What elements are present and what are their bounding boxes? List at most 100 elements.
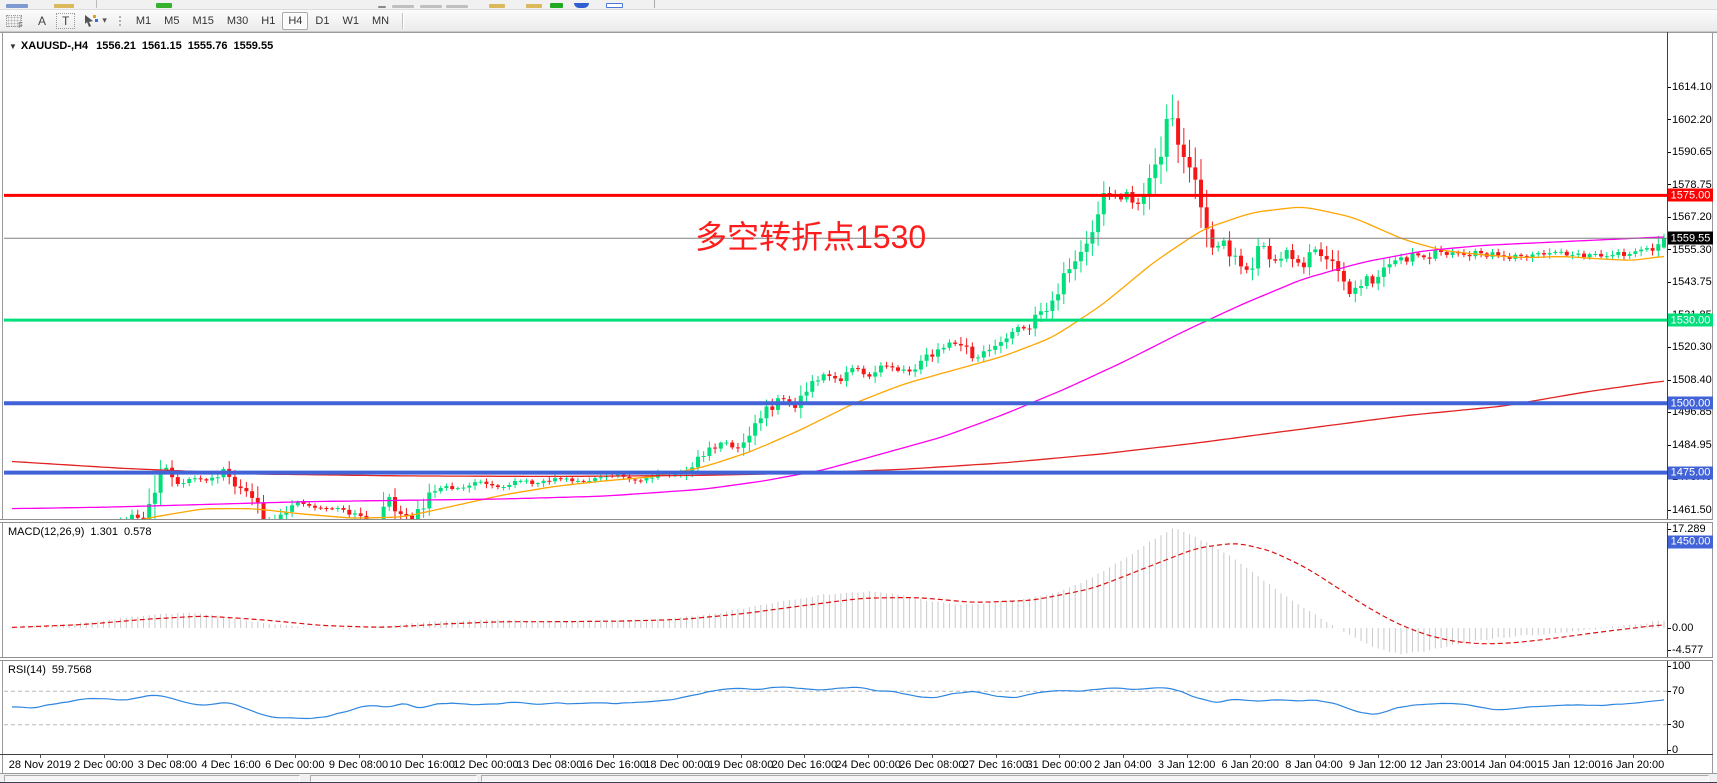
clipped-icon: [606, 3, 623, 8]
time-axis-label: 28 Nov 2019: [8, 759, 72, 771]
dropdown-caret-icon[interactable]: ▾: [102, 15, 107, 25]
toolbar-top-clipped: [0, 0, 1717, 10]
chart-dropdown-icon[interactable]: ▼: [9, 42, 17, 51]
price-tick-label: 1520.30: [1672, 341, 1712, 353]
timeframes-toolbar: M1 M5 M15 M30 H1 H4 D1 W1 MN: [130, 11, 396, 30]
price-level-badge: 1500.00: [1668, 396, 1713, 410]
window-border-left: [2, 32, 3, 773]
time-axis-label: 9 Jan 12:00: [1348, 759, 1407, 771]
time-axis-label: 6 Jan 20:00: [1221, 759, 1280, 771]
rsi-tick-label: 100: [1672, 660, 1691, 672]
time-axis-tick: [1505, 755, 1507, 758]
price-level-badge: 1475.00: [1668, 466, 1713, 480]
rsi-indicator-label: RSI(14) 59.7568: [8, 664, 98, 676]
macd-signal-value: 0.578: [123, 526, 152, 538]
price-level-badge: 1575.00: [1668, 188, 1713, 202]
time-axis-label: 18 Dec 00:00: [644, 759, 710, 771]
rsi-panel-border: [0, 754, 1713, 755]
open-value: 1556.21: [96, 40, 136, 52]
time-axis-tick: [549, 755, 551, 758]
status-bar: [0, 773, 1717, 783]
clipped-icon: [156, 3, 172, 8]
price-tick-mark: [1668, 151, 1671, 153]
clipped-icon: [574, 3, 589, 8]
time-axis-tick: [485, 755, 487, 758]
timeframe-w1[interactable]: W1: [342, 14, 359, 27]
price-tick-mark: [1668, 216, 1671, 218]
toolbar-grid-icon[interactable]: F: [6, 14, 23, 30]
line-studies-toolbar: F A T ▾ M1 M5 M15 M30 H1 H4 D1 W1 MN: [0, 10, 1717, 32]
price-tick-label: 1543.75: [1672, 276, 1712, 288]
time-axis-label: 26 Dec 08:00: [899, 759, 965, 771]
clipped-icon: [392, 5, 414, 8]
time-axis-label: 20 Dec 16:00: [771, 759, 838, 771]
timeframe-mn[interactable]: MN: [371, 14, 390, 27]
macd-indicator-canvas[interactable]: [4, 523, 1667, 657]
rsi-tick-label: 70: [1672, 685, 1685, 698]
rsi-tick-label: 30: [1672, 718, 1685, 731]
time-axis-tick: [740, 755, 742, 758]
time-axis-tick: [1314, 755, 1315, 758]
timeframe-h1[interactable]: H1: [261, 14, 276, 27]
rsi-tick-mark: [1668, 690, 1671, 692]
macd-tick-label: 0.00: [1672, 622, 1694, 634]
time-axis-label: 16 Jan 20:00: [1600, 759, 1665, 771]
clipped-icon: [420, 5, 442, 8]
time-axis-label: 6 Dec 00:00: [265, 759, 325, 771]
text-tool-button[interactable]: T: [56, 12, 76, 29]
time-axis-tick: [995, 755, 997, 758]
toolbar-separator: [96, 0, 97, 8]
time-axis-tick: [1122, 755, 1124, 758]
pointer-styles-icon[interactable]: [83, 14, 99, 27]
price-tick-label: 1484.95: [1672, 439, 1712, 451]
macd-indicator-label: MACD(12,26,9) 1.301 0.578: [8, 526, 157, 538]
timeframe-m1[interactable]: M1: [135, 14, 152, 27]
status-cell: [481, 775, 1709, 782]
macd-tick-mark: [1668, 528, 1671, 530]
window-border-top: [0, 32, 1717, 33]
time-axis-label: 14 Jan 04:00: [1473, 759, 1537, 771]
panel-separator[interactable]: [0, 657, 1713, 661]
price-tick-mark: [1668, 411, 1671, 413]
toolbar-grip-handle[interactable]: [116, 13, 122, 28]
time-axis-label: 3 Dec 08:00: [137, 759, 198, 771]
time-axis-label: 31 Dec 00:00: [1026, 759, 1092, 771]
timeframe-m30[interactable]: M30: [226, 14, 249, 27]
macd-tick-mark: [1668, 627, 1671, 629]
time-axis-tick: [804, 755, 806, 758]
time-axis-label: 16 Dec 16:00: [580, 759, 647, 771]
rsi-tick-label: 0: [1672, 744, 1679, 756]
time-axis-tick: [1059, 755, 1061, 758]
time-axis-tick: [1568, 755, 1570, 758]
timeframe-h4[interactable]: H4: [282, 11, 309, 30]
rsi-tick-mark: [1668, 724, 1671, 726]
chart-ohlc-header: ▼ XAUUSD-,H4 1556.21 1561.15 1555.76 1559.55: [9, 40, 279, 52]
price-tick-label: 1508.40: [1672, 374, 1712, 386]
status-cell: [4, 775, 300, 782]
clipped-icon: [378, 6, 386, 8]
text-label-tool-button[interactable]: A: [38, 13, 47, 28]
clipped-icon: [6, 4, 28, 8]
time-axis-tick: [40, 755, 41, 758]
time-axis-tick: [1632, 755, 1634, 758]
price-tick-mark: [1668, 444, 1671, 446]
price-tick-mark: [1668, 346, 1671, 348]
rsi-indicator-canvas[interactable]: [4, 661, 1667, 754]
price-tick-label: 1614.10: [1672, 81, 1712, 93]
chart-annotation[interactable]: 多空转折点1530: [695, 219, 927, 255]
time-axis-label: 19 Dec 08:00: [707, 759, 774, 771]
macd-name: MACD(12,26,9): [8, 526, 85, 538]
pointer-styles-glyph: [85, 15, 99, 27]
main-price-chart-canvas[interactable]: [4, 35, 1667, 519]
time-axis-label: 2 Dec 00:00: [74, 759, 134, 771]
rsi-value: 59.7568: [51, 664, 92, 676]
timeframe-m15[interactable]: M15: [192, 14, 214, 27]
toolbar-separator: [402, 12, 404, 29]
macd-tick-label: 17.289: [1672, 523, 1706, 535]
timeframe-m5[interactable]: M5: [164, 14, 180, 27]
panel-separator[interactable]: [0, 519, 1713, 523]
time-axis-label: 4 Dec 16:00: [201, 759, 261, 771]
time-axis-tick: [1250, 755, 1252, 758]
status-cell: [310, 775, 477, 782]
timeframe-d1[interactable]: D1: [315, 14, 330, 27]
